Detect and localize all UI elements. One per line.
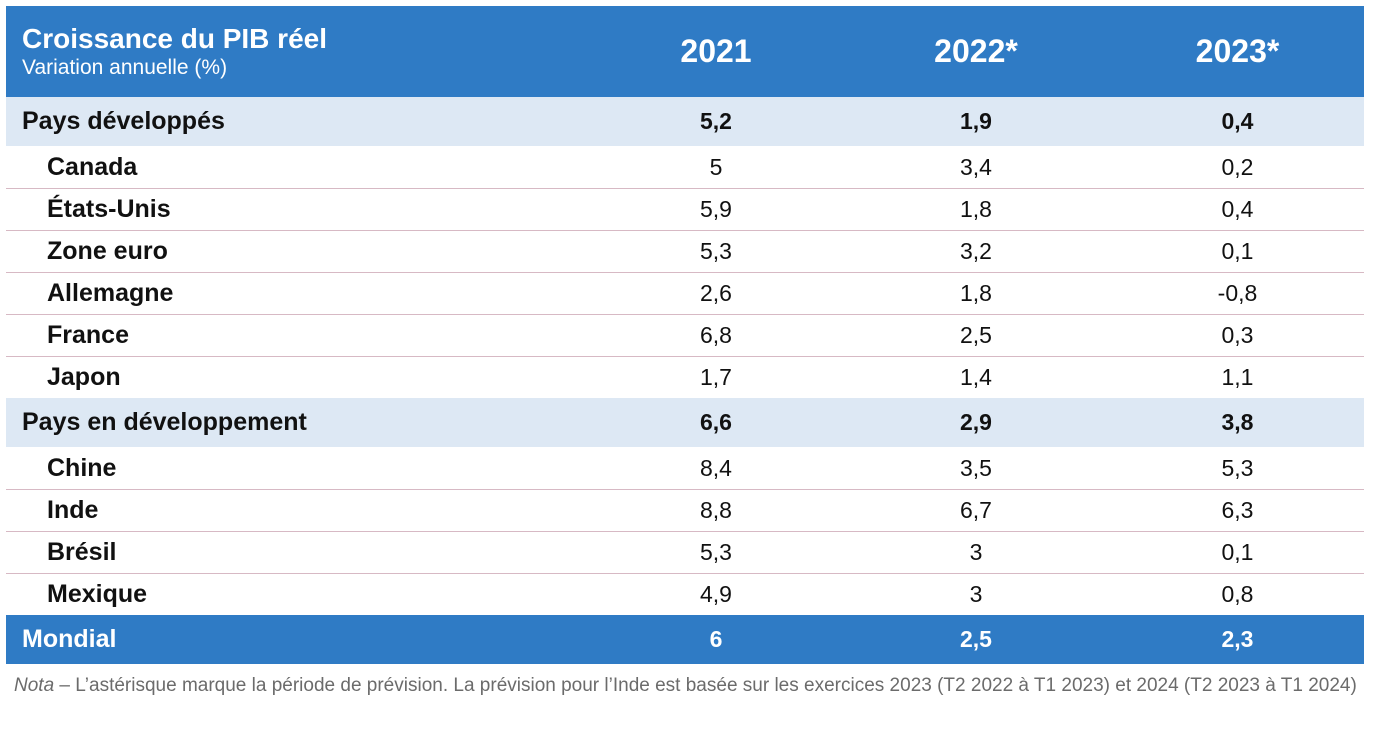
footnote-lead: Nota (14, 675, 55, 696)
gdp-growth-table: Croissance du PIB réel Variation annuell… (6, 6, 1364, 664)
group-row: Pays en développement 6,6 2,9 3,8 (6, 398, 1364, 447)
table-title: Croissance du PIB réel (22, 22, 328, 54)
table-row: Zone euro 5,3 3,2 0,1 (6, 230, 1364, 272)
cell-value-2023: 1,1 (1221, 364, 1254, 390)
cell-value-2021: 5,3 (700, 539, 732, 565)
country-label: Canada (47, 152, 138, 181)
cell-value-2022: 3,5 (960, 454, 992, 481)
total-value-2022: 2,5 (960, 626, 992, 652)
table-row: États-Unis 5,9 1,8 0,4 (6, 188, 1364, 230)
cell-value-2022: 3,4 (960, 153, 992, 180)
cell-value-2023: 0,4 (1221, 196, 1254, 222)
cell-value-2021: 2,6 (700, 280, 732, 306)
table-header: Croissance du PIB réel Variation annuell… (6, 6, 1364, 97)
table-row: Mexique 4,9 3 0,8 (6, 573, 1364, 615)
group-value-2022: 2,9 (960, 409, 992, 435)
group-label: Pays développés (22, 107, 225, 135)
country-label: Zone euro (47, 237, 168, 265)
cell-value-2021: 5 (709, 153, 723, 180)
group-row: Pays développés 5,2 1,9 0,4 (6, 97, 1364, 146)
cell-value-2023: 0,2 (1221, 153, 1254, 180)
total-label: Mondial (22, 625, 117, 653)
cell-value-2023: -0,8 (1217, 280, 1258, 306)
cell-value-2021: 8,8 (700, 497, 732, 523)
cell-value-2022: 3 (969, 539, 983, 565)
column-header-2022: 2022* (934, 33, 1018, 69)
cell-value-2022: 1,8 (960, 196, 992, 222)
table-row: Canada 5 3,4 0,2 (6, 146, 1364, 188)
cell-value-2021: 5,9 (700, 196, 732, 222)
group-value-2022: 1,9 (960, 108, 992, 134)
cell-value-2021: 8,4 (700, 454, 732, 481)
footnote: Nota – L’astérisque marque la période de… (14, 672, 1359, 699)
country-label: Inde (47, 496, 99, 524)
cell-value-2023: 6,3 (1221, 497, 1254, 523)
table-title-cell: Croissance du PIB réel Variation annuell… (6, 23, 591, 81)
cell-value-2021: 1,7 (700, 364, 732, 390)
total-value-2021: 6 (709, 626, 723, 652)
total-value-2023: 2,3 (1221, 626, 1254, 652)
country-label: Allemagne (47, 279, 174, 307)
table-body: Pays développés 5,2 1,9 0,4 Canada 5 3,4 0,2 Éta… (6, 97, 1364, 615)
cell-value-2022: 3 (969, 581, 983, 607)
table-row: Japon 1,7 1,4 1,1 (6, 356, 1364, 398)
group-value-2021: 5,2 (700, 108, 732, 134)
group-value-2023: 0,4 (1221, 108, 1254, 134)
cell-value-2023: 0,3 (1221, 322, 1254, 348)
cell-value-2021: 6,8 (700, 322, 732, 348)
cell-value-2021: 4,9 (700, 581, 732, 607)
cell-value-2022: 1,8 (960, 280, 992, 306)
cell-value-2023: 0,1 (1221, 238, 1254, 264)
cell-value-2023: 5,3 (1221, 454, 1254, 481)
group-label: Pays en développement (22, 408, 307, 436)
table-row: Inde 8,8 6,7 6,3 (6, 489, 1364, 531)
cell-value-2021: 5,3 (700, 238, 732, 264)
group-value-2021: 6,6 (700, 409, 732, 435)
country-label: États-Unis (47, 195, 171, 223)
table-row: Chine 8,4 3,5 5,3 (6, 447, 1364, 489)
group-value-2023: 3,8 (1221, 409, 1254, 435)
country-label: Brésil (47, 538, 117, 566)
country-label: Japon (47, 363, 121, 391)
table-row: Allemagne 2,6 1,8 -0,8 (6, 272, 1364, 314)
footnote-text: – L’astérisque marque la période de prév… (54, 675, 1357, 696)
country-label: Chine (47, 453, 117, 482)
cell-value-2022: 2,5 (960, 322, 992, 348)
country-label: Mexique (47, 580, 148, 608)
country-label: France (47, 321, 129, 349)
cell-value-2023: 0,1 (1221, 539, 1254, 565)
cell-value-2022: 3,2 (960, 238, 992, 264)
table-row: Brésil 5,3 3 0,1 (6, 531, 1364, 573)
table-row: France 6,8 2,5 0,3 (6, 314, 1364, 356)
table-subtitle: Variation annuelle (%) (22, 55, 228, 79)
column-header-2021: 2021 (680, 33, 752, 69)
cell-value-2022: 6,7 (960, 497, 992, 523)
cell-value-2023: 0,8 (1221, 581, 1254, 607)
total-row: Mondial 6 2,5 2,3 (6, 615, 1364, 664)
cell-value-2022: 1,4 (960, 364, 992, 390)
column-header-2023: 2023* (1195, 33, 1280, 69)
